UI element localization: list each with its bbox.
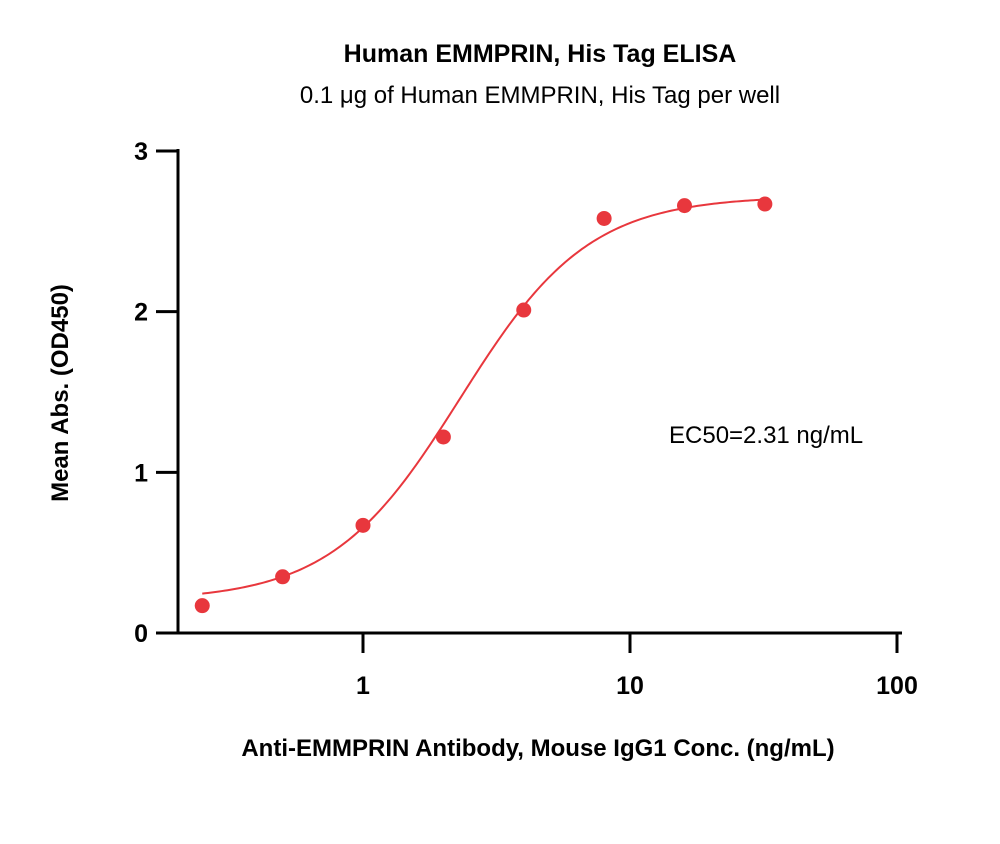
fit-curve-group xyxy=(202,198,765,595)
ec50-annotation: EC50=2.31 ng/mL xyxy=(669,422,863,449)
chart-subtitle: 0.1 μg of Human EMMPRIN, His Tag per wel… xyxy=(300,82,780,109)
x-tick-label: 1 xyxy=(356,672,370,700)
y-axis-label: Mean Abs. (OD450) xyxy=(47,284,74,502)
data-point xyxy=(355,517,371,533)
data-point xyxy=(435,429,451,445)
x-axis-label: Anti-EMMPRIN Antibody, Mouse IgG1 Conc. … xyxy=(241,735,834,762)
y-tick-label: 0 xyxy=(134,620,148,648)
data-point xyxy=(596,210,612,226)
chart-title: Human EMMPRIN, His Tag ELISA xyxy=(344,40,737,68)
axes: 0 1 2 3 1 10 100 xyxy=(134,138,918,700)
y-tick-label: 2 xyxy=(134,299,148,327)
data-point xyxy=(516,302,532,318)
y-tick-label: 1 xyxy=(134,459,148,487)
data-points xyxy=(194,196,773,614)
y-tick-label: 3 xyxy=(134,138,148,166)
data-point xyxy=(275,569,291,585)
fit-curve xyxy=(202,198,765,595)
data-point xyxy=(194,598,210,614)
data-point xyxy=(757,196,773,212)
x-tick-label: 10 xyxy=(616,672,644,700)
data-point xyxy=(677,198,693,214)
x-tick-label: 100 xyxy=(876,672,918,700)
